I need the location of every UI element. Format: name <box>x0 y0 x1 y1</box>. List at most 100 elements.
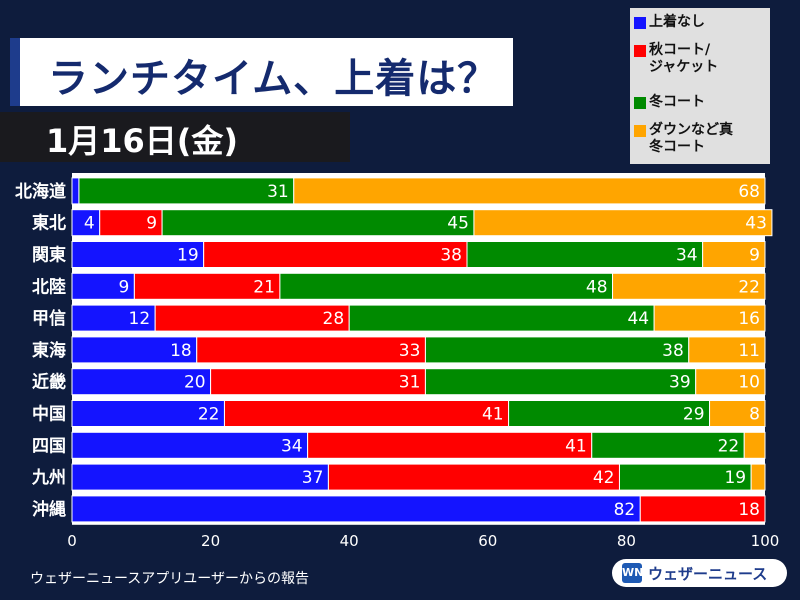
data-label-10-0: 82 <box>614 500 636 520</box>
bar-segment-6-2 <box>424 368 697 396</box>
data-label-0-2: 31 <box>267 182 289 202</box>
data-label-3-0: 9 <box>119 277 130 297</box>
data-label-2-2: 34 <box>676 246 698 266</box>
bar-segment-2-2 <box>466 241 704 268</box>
data-label-1-1: 9 <box>146 214 157 234</box>
bar-segment-7-2 <box>508 400 711 427</box>
bar-segment-0-2 <box>78 177 295 205</box>
data-label-3-1: 21 <box>253 277 275 297</box>
bar-segment-9-2 <box>618 463 752 491</box>
data-label-8-2: 22 <box>718 436 740 456</box>
legend-label-no-jacket: 上着なし <box>649 14 705 30</box>
bar-segment-5-3 <box>688 336 766 364</box>
bar-segment-2-3 <box>702 241 766 268</box>
category-label-0: 北海道 <box>15 181 66 202</box>
category-label-6: 近畿 <box>32 372 66 393</box>
bar-segment-1-0 <box>71 209 101 237</box>
data-label-7-1: 41 <box>482 405 504 425</box>
bar-segment-1-2 <box>161 209 475 237</box>
data-label-5-1: 33 <box>399 341 421 361</box>
data-label-4-2: 44 <box>627 309 649 329</box>
data-label-6-1: 31 <box>399 373 421 393</box>
bar-segment-5-1 <box>196 336 426 364</box>
weathernews-logo: WN ウェザーニュース <box>612 559 787 587</box>
bar-segment-3-3 <box>612 272 766 300</box>
bar-segment-2-0 <box>71 241 205 268</box>
bar-segment-4-2 <box>348 304 655 332</box>
bar-segment-4-3 <box>653 304 766 332</box>
legend-label-winter-coat: 冬コート <box>649 94 705 110</box>
data-label-7-3: 8 <box>749 405 760 425</box>
data-label-5-2: 38 <box>662 341 684 361</box>
x-tick-label-3: 60 <box>478 532 497 550</box>
data-label-6-3: 10 <box>738 373 760 393</box>
bar-segment-5-0 <box>71 336 198 364</box>
weathernews-logo-text: ウェザーニュース <box>648 565 768 583</box>
x-tick-label-0: 0 <box>67 532 77 550</box>
legend-swatch-autumn-coat <box>634 45 646 57</box>
chart-date: 1月16日(金) <box>46 122 239 160</box>
x-tick-label-1: 20 <box>201 532 220 550</box>
category-label-9: 九州 <box>31 468 66 488</box>
data-label-4-0: 12 <box>129 309 151 329</box>
data-label-6-2: 39 <box>669 373 691 393</box>
bar-segment-6-3 <box>695 368 766 396</box>
x-tick-label-4: 80 <box>617 532 636 550</box>
data-label-9-0: 37 <box>302 468 324 488</box>
bar-segment-7-3 <box>709 400 766 427</box>
data-label-6-0: 20 <box>184 373 206 393</box>
weathernews-logo-mark: WN <box>622 563 643 583</box>
bar-segment-0-3 <box>293 177 766 205</box>
data-label-2-1: 38 <box>440 246 462 266</box>
bar-segment-8-1 <box>307 431 593 459</box>
bar-segment-8-2 <box>591 431 745 459</box>
stacked-bar-chart: 31 68 北海道 4 9 45 43 東北 19 38 34 9 関東 9 21 48 22 北陸 12 28 44 1… <box>15 173 780 550</box>
category-label-5: 東海 <box>32 340 66 361</box>
data-label-5-0: 18 <box>170 341 192 361</box>
data-label-8-0: 34 <box>281 436 303 456</box>
data-label-4-1: 28 <box>323 309 345 329</box>
data-label-1-2: 45 <box>447 214 469 234</box>
category-label-2: 関東 <box>32 245 66 266</box>
category-label-3: 北陸 <box>32 276 66 297</box>
bar-segment-6-0 <box>71 368 212 396</box>
data-label-7-2: 29 <box>683 405 705 425</box>
bar-segment-6-1 <box>210 368 426 396</box>
bar-segment-4-1 <box>154 304 350 332</box>
bar-segment-0-0 <box>71 177 80 205</box>
legend: 上着なし 秋コート/ジャケット 冬コート ダウンなど真 冬コート <box>630 8 770 164</box>
data-label-5-3: 11 <box>738 341 760 361</box>
data-label-0-3: 68 <box>738 182 760 202</box>
data-label-3-3: 22 <box>738 277 760 297</box>
title-banner: ランチタイム、上着は？ <box>10 38 513 106</box>
x-tick-label-2: 40 <box>340 532 359 550</box>
legend-label-autumn-coat: 秋コート/ジャケット <box>649 42 719 75</box>
category-label-7: 中国 <box>32 404 66 425</box>
data-label-2-0: 19 <box>177 246 199 266</box>
date-banner: 1月16日(金) <box>0 112 350 162</box>
chart-title: ランチタイム、上着は？ <box>48 56 499 102</box>
source-note: ウェザーニュースアプリユーザーからの報告 <box>30 571 310 587</box>
x-tick-label-5: 100 <box>751 532 780 550</box>
category-label-10: 沖縄 <box>32 499 66 520</box>
data-label-10-1: 18 <box>738 500 760 520</box>
bar-segment-9-0 <box>71 463 329 491</box>
category-label-8: 四国 <box>32 436 66 456</box>
bar-segment-9-3 <box>750 463 766 491</box>
data-label-2-3: 9 <box>749 246 760 266</box>
bar-segment-5-2 <box>424 336 690 364</box>
data-label-8-1: 41 <box>565 436 587 456</box>
bar-segment-10-1 <box>639 495 766 523</box>
bar-segment-10-0 <box>71 495 641 523</box>
legend-swatch-winter-coat <box>634 97 646 109</box>
data-label-7-0: 22 <box>198 405 220 425</box>
data-label-9-1: 42 <box>593 468 615 488</box>
bar-segment-3-0 <box>71 272 135 300</box>
legend-swatch-down-coat <box>634 125 646 137</box>
category-label-1: 東北 <box>32 213 66 234</box>
data-label-1-0: 4 <box>84 214 95 234</box>
bar-segment-8-0 <box>71 431 309 459</box>
data-label-1-3: 43 <box>745 214 767 234</box>
legend-swatch-no-jacket <box>634 17 646 29</box>
bar-segment-7-1 <box>223 400 510 427</box>
